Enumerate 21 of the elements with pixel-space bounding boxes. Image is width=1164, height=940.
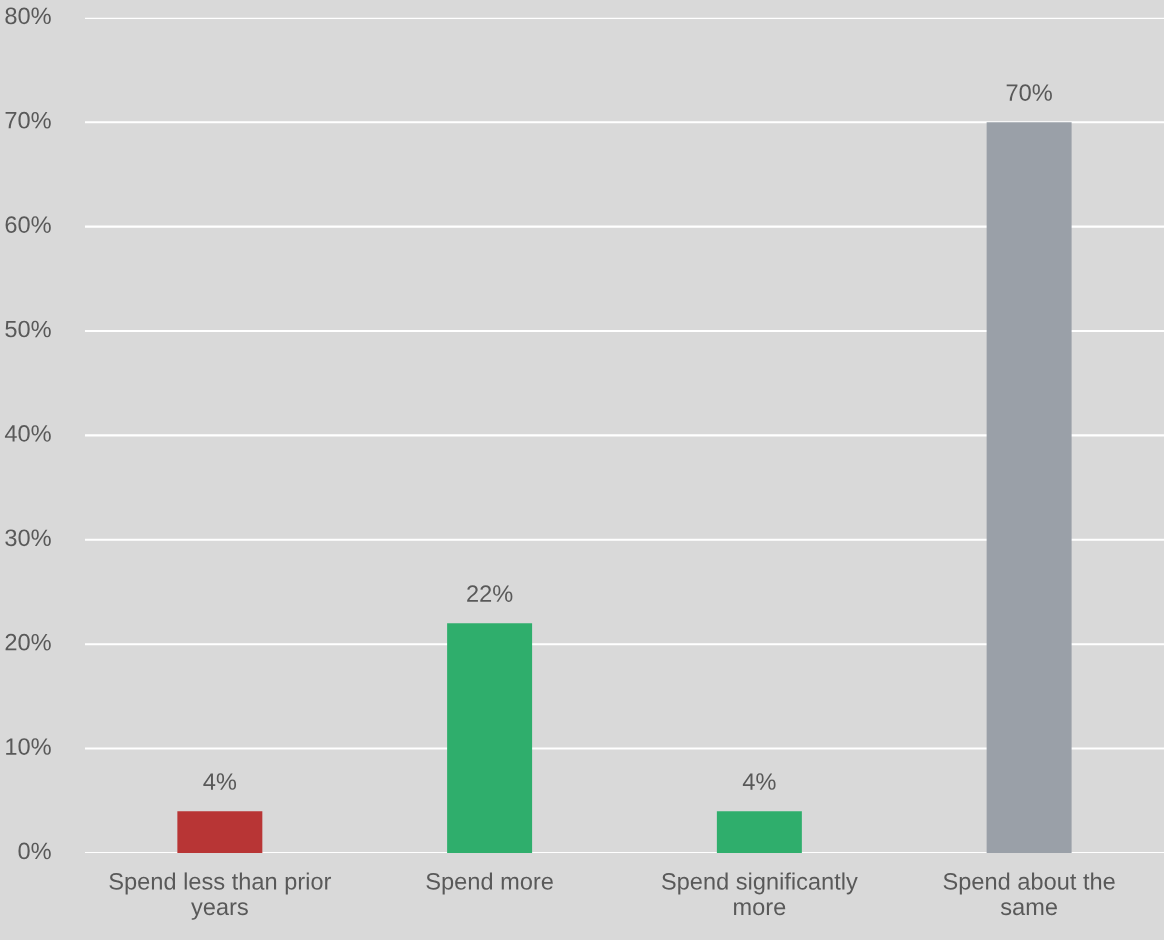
data-label: 70% — [1006, 84, 1052, 101]
x-tick-label: Spend more — [426, 872, 553, 895]
y-tick-label: 10% — [6, 738, 51, 755]
y-tick-label: 20% — [5, 633, 51, 651]
x-tick-label: Spend less than prior years — [109, 872, 332, 920]
data-label: 4% — [203, 773, 237, 790]
y-tick-label: 80% — [5, 7, 51, 25]
y-tick-label: 0% — [18, 842, 51, 860]
bar — [447, 623, 533, 853]
y-tick-label: 50% — [5, 320, 51, 338]
x-tick-label: Spend about the same — [943, 872, 1115, 916]
bar — [986, 122, 1072, 853]
bar — [177, 811, 263, 853]
y-tick-label: 70% — [5, 111, 51, 129]
data-label: 22% — [467, 585, 513, 602]
y-tick-label: 30% — [5, 529, 51, 547]
y-tick-label: 60% — [5, 216, 51, 233]
bar — [716, 811, 802, 853]
data-label: 4% — [742, 773, 776, 790]
y-tick-label: 40% — [4, 425, 51, 442]
x-tick-label: Spend significantly more — [662, 872, 858, 916]
